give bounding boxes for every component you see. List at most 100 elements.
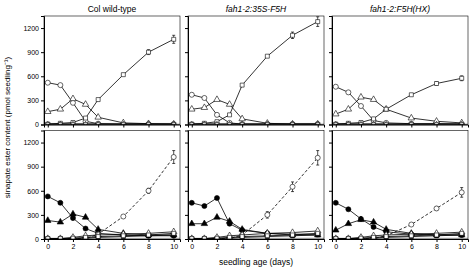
- x-tick-label: 10: [458, 243, 466, 250]
- x-axis-line: [333, 125, 469, 128]
- marker: [385, 121, 388, 124]
- x-tick: [336, 125, 337, 128]
- x-tick-mark: [318, 125, 319, 128]
- plot-area: [188, 17, 324, 125]
- marker: [189, 220, 195, 226]
- x-tick: 10: [314, 239, 322, 250]
- marker: [358, 103, 363, 108]
- y-tick: 900: [27, 163, 44, 170]
- x-tick-mark: [336, 239, 337, 242]
- marker: [460, 231, 464, 235]
- y-tick-mark: [41, 52, 44, 53]
- x-tick: [149, 125, 150, 128]
- marker: [46, 237, 50, 239]
- marker: [227, 236, 232, 239]
- x-tick-mark: [217, 239, 218, 242]
- y-tick-label: 0: [35, 121, 39, 128]
- x-tick-label: 8: [147, 243, 151, 250]
- x-tick-mark: [361, 125, 362, 128]
- marker: [96, 121, 101, 124]
- x-tick: 2: [72, 239, 76, 250]
- marker: [315, 155, 320, 160]
- marker: [291, 233, 295, 237]
- x-tick: 2: [216, 239, 220, 250]
- x-tick: 8: [291, 239, 295, 250]
- marker: [239, 226, 245, 232]
- marker: [202, 95, 207, 100]
- x-tick-mark: [386, 239, 387, 242]
- marker: [345, 220, 351, 226]
- y-tick-label: 1200: [23, 139, 39, 146]
- marker: [84, 116, 88, 120]
- y-tick-mark: [329, 100, 332, 101]
- x-tick: 0: [46, 239, 50, 250]
- marker: [291, 234, 295, 238]
- marker: [70, 100, 75, 105]
- marker: [460, 76, 464, 80]
- marker: [96, 235, 100, 239]
- series-line: [192, 22, 318, 124]
- series-line: [48, 233, 174, 238]
- plot-frame: [44, 131, 180, 240]
- y-tick: [329, 167, 332, 168]
- marker: [359, 237, 363, 239]
- x-tick-mark: [293, 125, 294, 128]
- y-tick: [329, 215, 332, 216]
- y-tick: [329, 28, 332, 29]
- marker: [58, 236, 63, 239]
- marker: [370, 218, 376, 224]
- x-tick: [411, 125, 412, 128]
- plot-frame: [188, 16, 324, 125]
- marker: [121, 235, 125, 239]
- marker: [358, 93, 364, 99]
- x-tick-label: 2: [216, 243, 220, 250]
- x-tick-mark: [98, 239, 99, 242]
- panel: 024681003006009001200: [23, 131, 180, 250]
- x-tick-label: 4: [385, 243, 389, 250]
- x-tick-label: 6: [122, 243, 126, 250]
- marker: [333, 110, 339, 116]
- marker: [384, 107, 388, 111]
- marker: [228, 236, 232, 239]
- marker: [189, 236, 194, 239]
- marker: [190, 122, 194, 124]
- marker: [58, 237, 62, 239]
- y-axis: [185, 17, 189, 126]
- y-axis-line: [329, 17, 333, 126]
- marker: [84, 235, 88, 239]
- x-tick-mark: [123, 239, 124, 242]
- marker: [460, 121, 463, 124]
- marker: [265, 212, 270, 217]
- marker: [172, 231, 176, 235]
- plot-frame: [332, 131, 468, 240]
- marker: [409, 234, 413, 238]
- x-tick-mark: [242, 239, 243, 242]
- marker: [290, 184, 295, 189]
- marker: [171, 154, 176, 159]
- x-tick-label: 8: [291, 243, 295, 250]
- x-tick-mark: [336, 125, 337, 128]
- x-tick-mark: [149, 125, 150, 128]
- x-axis: [333, 125, 469, 128]
- marker: [410, 121, 413, 124]
- marker: [58, 200, 63, 205]
- y-tick: [185, 239, 188, 240]
- panel: fah1-2:F5H(HX): [329, 4, 469, 128]
- y-axis-line: [41, 131, 45, 240]
- x-tick: [98, 125, 99, 128]
- x-tick-mark: [267, 125, 268, 128]
- panel: 0246810: [185, 131, 325, 250]
- series-line: [192, 198, 318, 234]
- x-tick-mark: [293, 239, 294, 242]
- y-tick-label: 300: [27, 212, 39, 219]
- x-tick-label: 0: [334, 243, 338, 250]
- series-line: [336, 233, 462, 238]
- x-tick-label: 2: [72, 243, 76, 250]
- y-tick-mark: [41, 239, 44, 240]
- y-tick-label: 900: [27, 163, 39, 170]
- marker: [214, 195, 219, 200]
- x-tick-mark: [73, 239, 74, 242]
- marker: [334, 237, 338, 239]
- plot-frame: [332, 16, 468, 125]
- y-tick-mark: [41, 191, 44, 192]
